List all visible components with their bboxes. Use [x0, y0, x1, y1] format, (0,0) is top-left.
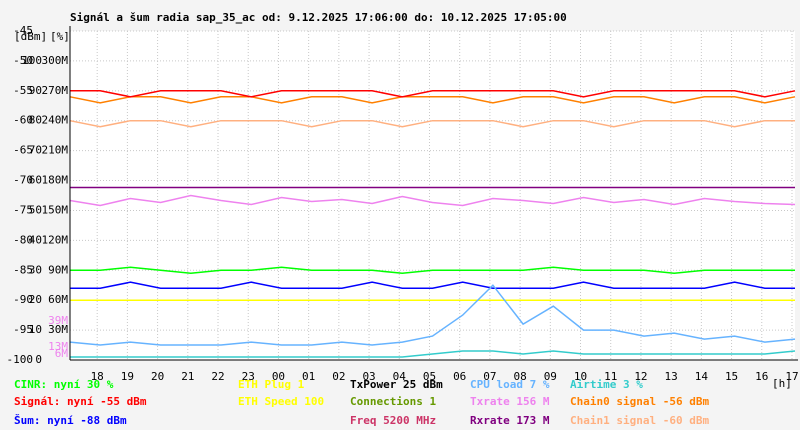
x-tick-label: 08 [513, 370, 526, 383]
y-tick-label: -85 [13, 263, 33, 276]
series-line [69, 96, 796, 104]
x-tick-label: 21 [181, 370, 194, 383]
x-tick-label: 09 [544, 370, 557, 383]
y2-tick-label: 30 [29, 263, 42, 276]
y2-tick-label: 10 [29, 323, 42, 336]
x-tick-label: 06 [453, 370, 466, 383]
y3-tick-label: 60M [48, 293, 68, 306]
y3-tick-label: 270M [42, 84, 69, 97]
y-tick-label: -80 [13, 233, 33, 246]
y2-axis-label: [%] [50, 30, 70, 43]
x-tick-label: 10 [574, 370, 587, 383]
y2-tick-label: 20 [29, 293, 42, 306]
y3-tick-label: 180M [42, 174, 69, 187]
y3-tick-label: 90M [48, 263, 68, 276]
y2-tick-label: 40 [29, 233, 42, 246]
x-tick-label: 14 [695, 370, 709, 383]
rate-marker: 13M [48, 340, 68, 353]
y2-tick-label: 70 [29, 144, 42, 157]
plot-area [70, 31, 795, 360]
y-tick-label: -60 [13, 114, 33, 127]
legend-entry: Freq 5200 MHz [350, 414, 436, 427]
y2-tick-label: 90 [29, 84, 42, 97]
legend-entry: ETH Plug 1 [238, 378, 305, 391]
series-line [69, 284, 796, 346]
y-tick-label: -95 [13, 323, 33, 336]
x-tick-label: 18 [91, 370, 104, 383]
chart-title: Signál a šum radia sap_35_ac od: 9.12.20… [70, 11, 567, 24]
x-tick-label: 13 [665, 370, 678, 383]
series-line [70, 266, 795, 275]
y2-tick-label: 0 [35, 353, 42, 366]
rate-marker: 6M [55, 347, 69, 360]
x-tick-label: 00 [272, 370, 285, 383]
y3-tick-label: 30M [48, 323, 68, 336]
legend-entry: ETH Speed 100 [238, 395, 324, 408]
legend-entry: Airtime 3 % [570, 378, 643, 391]
y2-tick-label: 80 [29, 114, 42, 127]
legend-entry: Šum: nyní -88 dBm [14, 414, 127, 427]
x-tick-label: 03 [362, 370, 375, 383]
x-tick-label: 04 [393, 370, 407, 383]
y-tick-label: -90 [13, 293, 33, 306]
y-axis-label: [dBm] [14, 30, 47, 43]
legend-entry: Txrate 156 M [470, 395, 550, 408]
x-axis-label: [h] [772, 377, 792, 390]
y2-tick-label: 50 [29, 203, 42, 216]
legend-entry: Rxrate 173 M [470, 414, 550, 427]
rate-marker: 39M [48, 314, 68, 327]
y-tick-label: -100 [7, 353, 34, 366]
y3-tick-label: 150M [42, 203, 69, 216]
legend-entry: Connections 1 [350, 395, 436, 408]
series-line [70, 90, 796, 98]
x-tick-label: 07 [483, 370, 496, 383]
y-tick-label: -65 [13, 144, 33, 157]
x-tick-label: 20 [151, 370, 164, 383]
x-tick-label: 12 [634, 370, 647, 383]
legend-entry: Chain1 signal -60 dBm [570, 414, 709, 427]
y3-tick-label: 120M [42, 233, 69, 246]
y-tick-label: -50 [13, 54, 33, 67]
x-tick-label: 15 [725, 370, 738, 383]
y-tick-label: -70 [13, 174, 33, 187]
legend-entry: CPU load 7 % [470, 378, 550, 391]
x-tick-label: 22 [211, 370, 224, 383]
x-tick-label: 19 [121, 370, 134, 383]
x-tick-label: 02 [332, 370, 345, 383]
legend-entry: TxPower 25 dBm [350, 378, 443, 391]
y-tick-label: -45 [13, 24, 33, 37]
series-line [69, 119, 795, 128]
x-tick-label: 16 [755, 370, 768, 383]
x-tick-label: 23 [242, 370, 255, 383]
x-tick-label: 05 [423, 370, 436, 383]
x-tick-label: 01 [302, 370, 315, 383]
series-line [70, 281, 795, 289]
x-tick-label: 17 [785, 370, 798, 383]
y-tick-label: -75 [13, 203, 33, 216]
x-tick-label: 11 [604, 370, 617, 383]
y2-tick-label: 60 [29, 174, 42, 187]
y3-tick-label: 210M [42, 144, 69, 157]
legend-entry: CINR: nyní 30 % [14, 378, 114, 391]
y-tick-label: -55 [13, 84, 33, 97]
legend-entry: Chain0 signal -56 dBm [570, 395, 709, 408]
y3-tick-label: 300M [42, 54, 69, 67]
series-line [69, 194, 796, 207]
y2-tick-label: 100 [22, 54, 42, 67]
series-line [70, 350, 796, 358]
y3-tick-label: 240M [42, 114, 69, 127]
legend-entry: Signál: nyní -55 dBm [14, 395, 147, 408]
